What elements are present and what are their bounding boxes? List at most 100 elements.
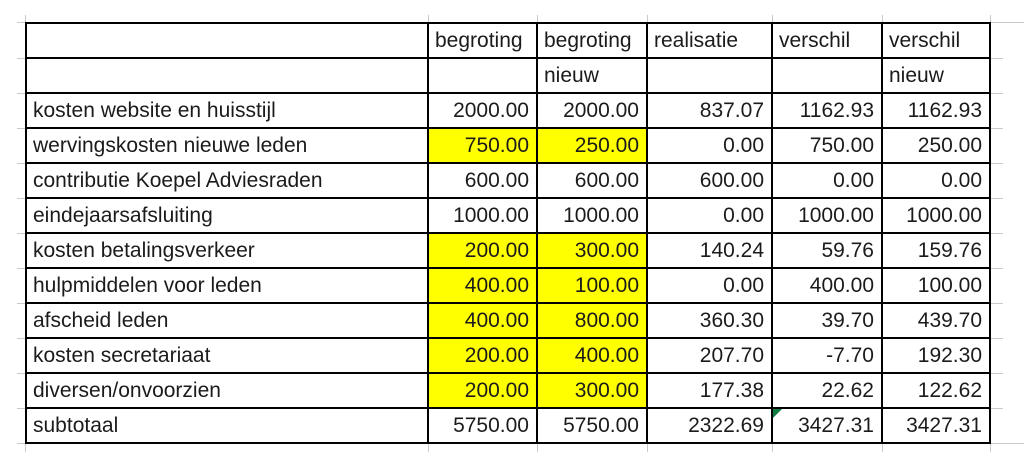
value-cell[interactable]: 59.76 (771, 232, 883, 269)
gridline-tick (991, 443, 1024, 444)
row-label-cell[interactable]: diversen/onvoorzien (25, 372, 429, 409)
budget-table-body: kosten website en huisstijl 2000.00 2000.0… (25, 92, 991, 444)
value-cell[interactable]: 159.76 (881, 232, 991, 269)
gridline-tick (17, 22, 25, 23)
gridline-tick (991, 373, 1003, 374)
value-cell[interactable]: 400.00 (536, 337, 648, 374)
header-cell-begroting[interactable]: begroting (427, 22, 538, 59)
header-cell-realisatie-sub[interactable] (646, 57, 773, 94)
row-label-cell[interactable]: kosten betalingsverkeer (25, 232, 429, 269)
value-cell[interactable]: 1000.00 (427, 197, 538, 234)
row-label-cell[interactable]: eindejaarsafsluiting (25, 197, 429, 234)
value-cell[interactable]: 5750.00 (427, 407, 538, 444)
value-cell[interactable]: 1000.00 (536, 197, 648, 234)
row-label-cell[interactable]: hulpmiddelen voor leden (25, 267, 429, 304)
value-cell[interactable]: 600.00 (646, 162, 773, 199)
value-cell[interactable]: 5750.00 (536, 407, 648, 444)
value-cell[interactable]: 800.00 (536, 302, 648, 339)
value-cell[interactable]: 400.00 (427, 267, 538, 304)
budget-table: begroting begroting realisatie verschil vers… (25, 22, 991, 444)
value-cell[interactable]: 1000.00 (881, 197, 991, 234)
header-cell-verschil[interactable]: verschil (771, 22, 883, 59)
header-cell-begroting-nieuw-sub[interactable]: nieuw (536, 57, 648, 94)
value-cell[interactable]: 600.00 (427, 162, 538, 199)
header-cell-verschil-sub[interactable] (771, 57, 883, 94)
value-cell[interactable]: 22.62 (771, 372, 883, 409)
header-cell-label[interactable] (25, 22, 429, 59)
row-label-cell[interactable]: wervingskosten nieuwe leden (25, 127, 429, 164)
gridline-tick (991, 233, 1003, 234)
table-row: afscheid leden 400.00 800.00 360.30 39.70 439… (25, 302, 991, 339)
value-cell[interactable]: 140.24 (646, 232, 773, 269)
value-cell[interactable]: 207.70 (646, 337, 773, 374)
value-cell[interactable]: 3427.31 (881, 407, 991, 444)
value-cell[interactable]: 3427.31 (771, 407, 883, 444)
gridline-tick (428, 15, 429, 22)
budget-table-header: begroting begroting realisatie verschil vers… (25, 22, 991, 94)
gridline-tick (17, 373, 25, 374)
gridline-tick (991, 198, 1003, 199)
value-cell[interactable]: 192.30 (881, 337, 991, 374)
row-label-cell[interactable]: kosten secretariaat (25, 337, 429, 374)
header-cell-begroting-nieuw[interactable]: begroting (536, 22, 648, 59)
value-cell[interactable]: 750.00 (771, 127, 883, 164)
value-cell[interactable]: 300.00 (536, 372, 648, 409)
table-row: kosten betalingsverkeer 200.00 300.00 140.2… (25, 232, 991, 269)
header-cell-label-sub[interactable] (25, 57, 429, 94)
gridline-tick (17, 198, 25, 199)
value-cell[interactable]: 2000.00 (536, 92, 648, 129)
value-cell[interactable]: 122.62 (881, 372, 991, 409)
value-cell[interactable]: 837.07 (646, 92, 773, 129)
gridline-tick (17, 93, 25, 94)
header-cell-verschil-nieuw-sub[interactable]: nieuw (881, 57, 991, 94)
row-label-cell[interactable]: contributie Koepel Adviesraden (25, 162, 429, 199)
header-cell-verschil-nieuw[interactable]: verschil (881, 22, 991, 59)
value-cell[interactable]: 39.70 (771, 302, 883, 339)
value-cell[interactable]: 0.00 (771, 162, 883, 199)
value-cell[interactable]: 400.00 (427, 302, 538, 339)
value-cell[interactable]: 300.00 (536, 232, 648, 269)
value-cell[interactable]: 360.30 (646, 302, 773, 339)
value-cell[interactable]: 400.00 (771, 267, 883, 304)
value-cell[interactable]: 0.00 (881, 162, 991, 199)
value-cell[interactable]: 439.70 (881, 302, 991, 339)
value-cell[interactable]: 250.00 (536, 127, 648, 164)
value-cell[interactable]: 2000.00 (427, 92, 538, 129)
value-cell[interactable]: 1162.93 (881, 92, 991, 129)
value-cell[interactable]: -7.70 (771, 337, 883, 374)
gridline-tick (772, 15, 773, 22)
gridline-tick (537, 444, 538, 452)
value-cell[interactable]: 200.00 (427, 372, 538, 409)
table-row: contributie Koepel Adviesraden 600.00 600.… (25, 162, 991, 199)
header-cell-begroting-sub[interactable] (427, 57, 538, 94)
value-cell[interactable]: 200.00 (427, 232, 538, 269)
value-cell[interactable]: 0.00 (646, 267, 773, 304)
gridline-tick (772, 444, 773, 452)
value-cell[interactable]: 0.00 (646, 197, 773, 234)
value-cell[interactable]: 1000.00 (771, 197, 883, 234)
value-cell[interactable]: 0.00 (646, 127, 773, 164)
value-cell[interactable]: 1162.93 (771, 92, 883, 129)
value-cell[interactable]: 100.00 (536, 267, 648, 304)
value-cell[interactable]: 600.00 (536, 162, 648, 199)
gridline-tick (647, 444, 648, 452)
gridline-tick (991, 58, 1003, 59)
value-cell[interactable]: 2322.69 (646, 407, 773, 444)
value-cell[interactable]: 200.00 (427, 337, 538, 374)
row-label-cell[interactable]: kosten website en huisstijl (25, 92, 429, 129)
gridline-tick (882, 444, 883, 452)
gridline-tick (990, 15, 991, 22)
row-label-cell[interactable]: subtotaal (25, 407, 429, 444)
row-label-cell[interactable]: afscheid leden (25, 302, 429, 339)
value-cell[interactable]: 250.00 (881, 127, 991, 164)
gridline-tick (25, 15, 26, 22)
gridline-tick (990, 444, 991, 452)
value-cell[interactable]: 177.38 (646, 372, 773, 409)
value-cell[interactable]: 100.00 (881, 267, 991, 304)
header-cell-realisatie[interactable]: realisatie (646, 22, 773, 59)
gridline-tick (991, 408, 1003, 409)
gridline-tick (17, 303, 25, 304)
table-row: subtotaal 5750.00 5750.00 2322.69 3427.31 342… (25, 407, 991, 444)
value-cell[interactable]: 750.00 (427, 127, 538, 164)
